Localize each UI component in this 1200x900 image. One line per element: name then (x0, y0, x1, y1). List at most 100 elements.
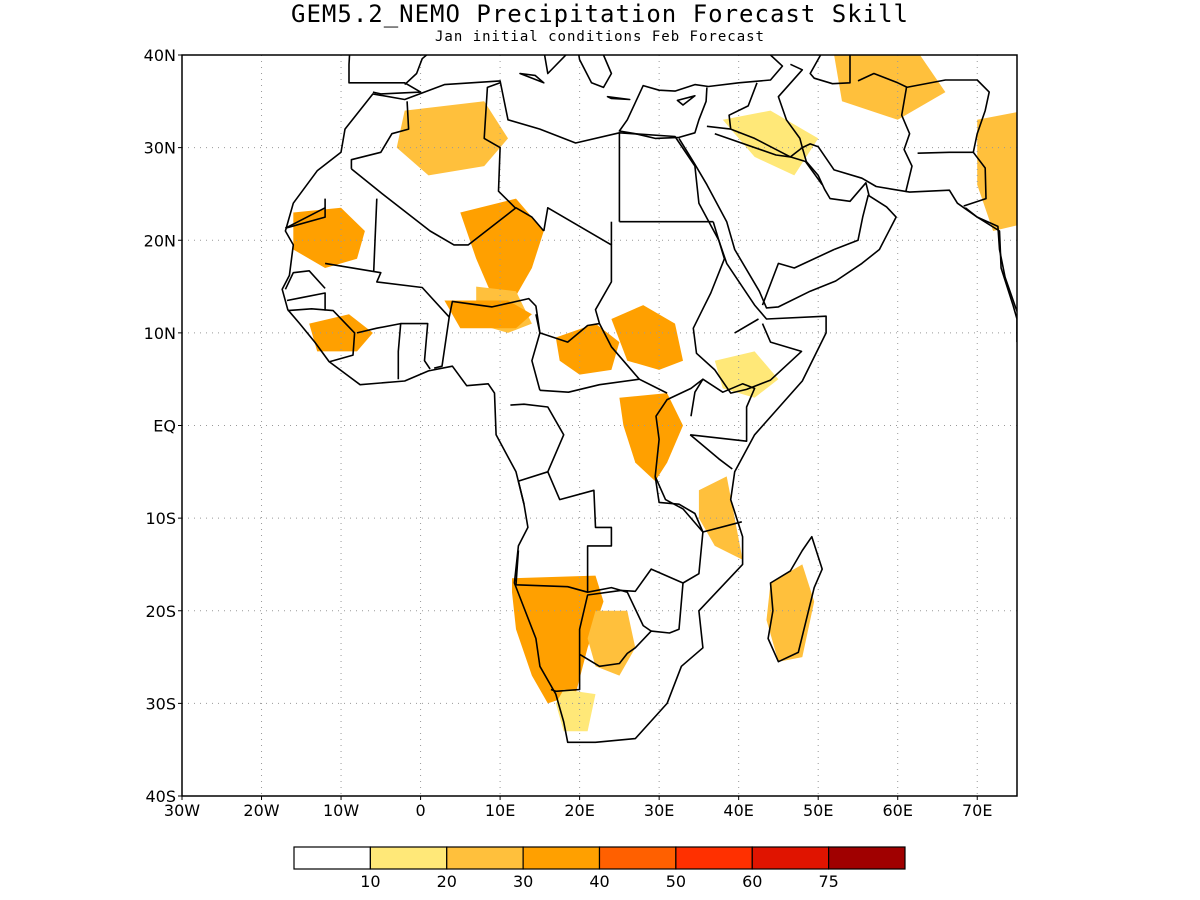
colorbar-label: 50 (666, 872, 686, 891)
country-border (286, 292, 326, 311)
colorbar-swatch (598, 846, 677, 870)
africa-coastline (281, 80, 827, 744)
country-border (543, 207, 668, 394)
colorbar: 10 20 30 40 50 60 75 (293, 846, 906, 891)
lon-tick-label: 50E (803, 801, 833, 820)
country-border (654, 378, 704, 584)
country-border (761, 248, 835, 306)
skill-patch (460, 198, 544, 296)
colorbar-label: 30 (513, 872, 533, 891)
country-border (689, 434, 733, 470)
lon-tick-label: 70E (962, 801, 992, 820)
greece-coastline (577, 55, 613, 89)
country-border (539, 378, 640, 394)
colorbar-swatch (675, 846, 753, 870)
skill-patch (512, 575, 604, 704)
colorbar-label: 75 (818, 872, 838, 891)
country-border (350, 101, 410, 169)
india-coastline (964, 207, 1017, 314)
country-border (324, 262, 541, 391)
skill-patch (444, 300, 532, 329)
skill-patch (698, 476, 743, 560)
country-border (372, 198, 378, 272)
skill-patch (396, 101, 508, 176)
skill-patch (977, 112, 1017, 231)
country-border (692, 221, 803, 394)
skill-patch (834, 55, 946, 120)
country-border (535, 314, 600, 343)
colorbar-swatch (751, 846, 830, 870)
skill-shading (293, 55, 1017, 732)
grid-lines (182, 55, 1017, 796)
country-border (777, 63, 804, 148)
colorbar-label: 40 (589, 872, 609, 891)
country-border (285, 207, 326, 229)
country-border (734, 318, 759, 334)
island-coastline (676, 95, 696, 106)
country-border (579, 568, 684, 668)
lon-tick-label: 20E (564, 801, 594, 820)
country-border (284, 269, 326, 290)
lon-tick-label: 40E (723, 801, 753, 820)
country-border (285, 198, 326, 229)
country-border (728, 82, 758, 130)
lon-tick-label: 60E (882, 801, 912, 820)
country-border (900, 79, 991, 193)
country-border (483, 82, 516, 209)
skill-patch (555, 689, 596, 732)
lat-tick-label: 10S (145, 509, 176, 528)
island-coastline (519, 72, 545, 84)
longitude-labels: 30W 20W 10W 0 10E 20E 30E 40E 50E 60E 70E (164, 796, 992, 820)
skill-patch (293, 207, 365, 268)
lon-tick-label: 10W (323, 801, 359, 820)
skill-patch (611, 305, 683, 370)
iberia-coastline (348, 55, 428, 95)
lat-tick-label: 40S (145, 787, 176, 806)
country-border (510, 403, 565, 505)
country-border (547, 471, 613, 593)
country-border (963, 151, 987, 207)
lat-tick-label: 40N (144, 46, 176, 65)
coastlines (281, 55, 1017, 744)
country-border (287, 307, 356, 363)
country-border (620, 589, 652, 632)
lat-tick-label: 20S (145, 602, 176, 621)
arabia-coastline (678, 137, 1017, 343)
island-coastline (606, 95, 631, 101)
skill-patch (722, 110, 819, 176)
country-border (706, 125, 803, 158)
lon-tick-label: 30E (644, 801, 674, 820)
lon-tick-label: 10E (485, 801, 515, 820)
country-border (857, 72, 908, 89)
skill-patch (714, 351, 779, 398)
chart-subtitle: Jan initial conditions Feb Forecast (434, 29, 765, 45)
map-frame (181, 54, 1018, 797)
colorbar-label: 20 (437, 872, 457, 891)
country-border (714, 132, 791, 158)
skill-patch (766, 564, 815, 662)
country-border (400, 322, 431, 370)
colorbar-swatch (446, 846, 524, 870)
country-border (515, 550, 622, 693)
country-border (433, 316, 450, 369)
chart-title: GEM5.2_NEMO Precipitation Forecast Skill (291, 0, 909, 28)
italy-coastline (543, 55, 567, 75)
lon-tick-label: 0 (415, 801, 425, 820)
latitude-labels: 40N 30N 20N 10N EQ 10S 20S 30S 40S (144, 46, 182, 806)
lon-tick-label: 20W (243, 801, 279, 820)
skill-patch (587, 610, 636, 676)
country-border (654, 476, 743, 533)
lat-tick-label: 30S (145, 694, 176, 713)
levant-coastline (618, 55, 851, 140)
country-border (690, 378, 756, 443)
lon-tick-label: 30W (164, 801, 200, 820)
country-border (790, 156, 823, 186)
skill-patch (555, 323, 620, 375)
lat-tick-label: 30N (144, 139, 176, 158)
madagascar-coastline (767, 535, 824, 663)
colorbar-swatch (293, 846, 371, 870)
lat-tick-label: 10N (144, 324, 176, 343)
skill-patch (619, 393, 683, 482)
colorbar-label: 60 (742, 872, 762, 891)
